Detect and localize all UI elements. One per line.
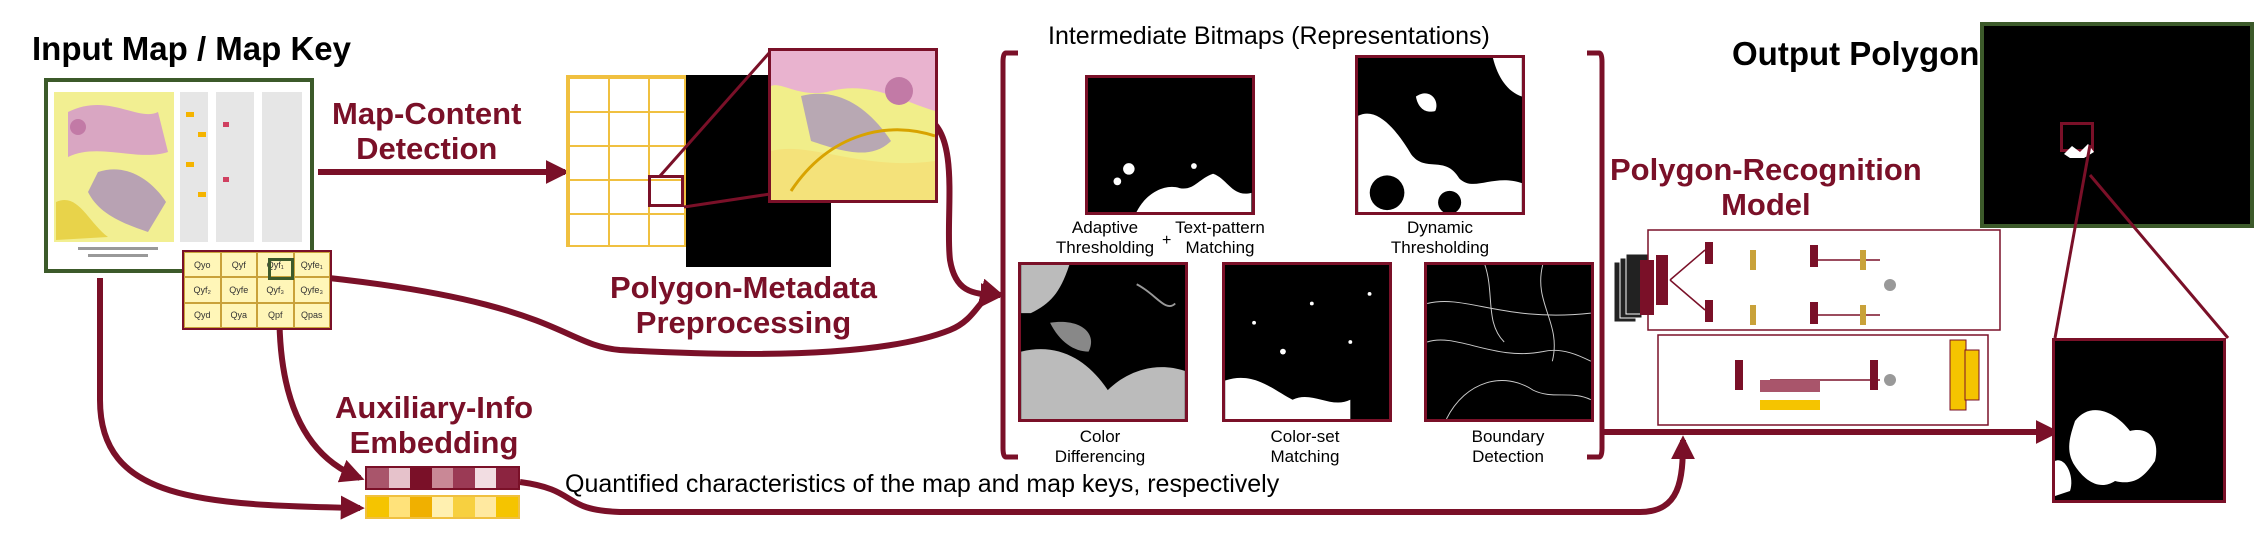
embedding-caption: Quantified characteristics of the map an…	[565, 470, 1280, 498]
bitmap-label-adaptive: Adaptive Thresholding	[1055, 218, 1155, 257]
polygon-recognition-label: Polygon-Recognition Model	[1610, 152, 1922, 222]
right-bracket	[1587, 50, 1605, 460]
map-key-cell: Qyfe₃	[293, 277, 330, 303]
bitmap-label-boundary: Boundary Detection	[1471, 427, 1545, 466]
bitmaps-header: Intermediate Bitmaps (Representations)	[1048, 22, 1490, 50]
bitmap-label-color-set: Color-set Matching	[1270, 427, 1340, 466]
detection-crop-box	[648, 175, 684, 207]
output-title: Output Polygon	[1732, 35, 1980, 72]
bitmap-label-dynamic: Dynamic Thresholding	[1390, 218, 1490, 257]
bitmap-adaptive-text	[1085, 75, 1255, 215]
map-key-cell: Qpf	[257, 302, 294, 328]
zoom-lines	[658, 51, 772, 209]
map-key-cell: Qpas	[293, 302, 330, 328]
output-polygon-full	[1980, 22, 2254, 228]
polygon-metadata-label: Polygon-Metadata Preprocessing	[610, 270, 877, 340]
map-key-cell: Qyd	[184, 302, 221, 328]
arrow-detection-to-bitmaps	[928, 117, 1005, 307]
input-title: Input Map / Map Key	[32, 30, 352, 67]
recognition-network	[1613, 229, 2001, 426]
bitmap-boundary-detection	[1424, 262, 1594, 422]
plus-sign: +	[1162, 232, 1172, 249]
detection-grid	[566, 75, 686, 247]
map-key-cell: Qyf₂	[184, 277, 221, 303]
arrow-mapkey-to-preprocessing	[299, 272, 1005, 357]
bitmap-label-color-differencing: Color Differencing	[1054, 427, 1146, 466]
left-bracket	[1000, 50, 1018, 460]
bitmap-dynamic-thresholding	[1355, 55, 1525, 215]
output-polygon-zoom	[2052, 338, 2226, 503]
bitmap-label-text-pattern: Text-pattern Matching	[1175, 218, 1265, 257]
arrow-embedding-to-model	[519, 435, 1695, 515]
map-key-cell: Qyo	[184, 252, 221, 278]
map-embedding-bar	[365, 466, 520, 490]
map-key-cell: Qyf	[220, 252, 257, 278]
map-key-cell: Qyf₃	[257, 277, 294, 303]
map-key-table: Qyo Qyf Qyf₁ Qyfe₁ Qyf₂ Qyfe Qyf₃ Qyfe₃ …	[182, 250, 332, 330]
bitmap-color-set-matching	[1222, 262, 1392, 422]
selected-key-highlight	[268, 258, 294, 280]
map-key-cell: Qya	[220, 302, 257, 328]
input-map	[44, 78, 314, 273]
arrow-map-to-auxiliary-bottom	[97, 278, 365, 520]
detection-zoom-view	[768, 48, 938, 203]
auxiliary-info-label: Auxiliary-Info Embedding	[335, 390, 534, 460]
map-key-cell: Qyfe	[220, 277, 257, 303]
output-zoom-lines	[2053, 144, 2230, 339]
bitmap-color-differencing	[1018, 262, 1188, 422]
map-content-detection-label: Map-Content Detection	[332, 96, 522, 166]
key-embedding-bar	[365, 495, 520, 519]
map-key-cell: Qyfe₁	[293, 252, 330, 278]
